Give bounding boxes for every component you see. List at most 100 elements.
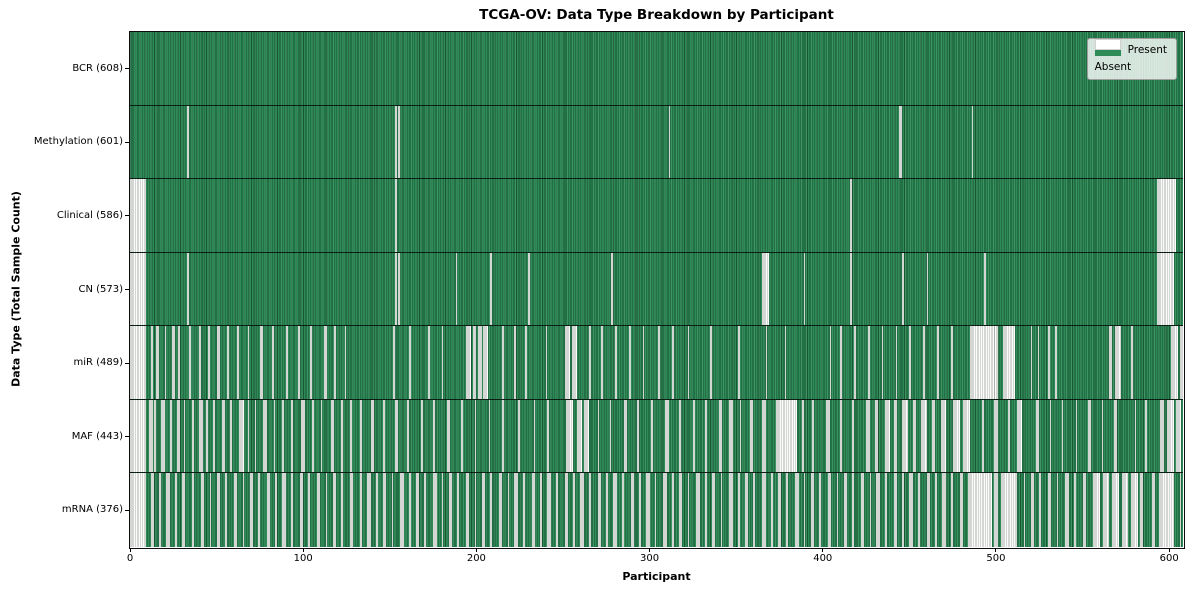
absent-segment: [931, 399, 936, 473]
absent-segment: [968, 473, 993, 547]
absent-segment: [498, 473, 503, 547]
absent-segment: [950, 326, 953, 399]
absent-segment: [517, 399, 520, 473]
absent-segment: [564, 473, 569, 547]
absent-segment: [308, 473, 311, 547]
heatmap-row-miR: [130, 326, 1183, 400]
absent-segment: [1122, 473, 1128, 547]
absent-segment: [382, 473, 387, 547]
absent-segment: [852, 399, 854, 473]
heatmap-row-BCR: [130, 32, 1183, 106]
absent-segment: [1047, 473, 1052, 547]
absent-segment: [130, 326, 146, 399]
absent-segment: [398, 252, 401, 326]
absent-segment: [1131, 473, 1138, 547]
absent-segment: [1061, 399, 1064, 473]
y-tick-label-Methylation: Methylation (601): [33, 136, 123, 148]
absent-segment: [230, 399, 233, 473]
absent-segment: [895, 326, 898, 399]
absent-segment: [490, 252, 492, 326]
absent-segment: [474, 399, 477, 473]
absent-segment: [1001, 473, 1017, 547]
absent-segment: [704, 399, 707, 473]
absent-swatch-icon: [1094, 39, 1121, 50]
absent-segment: [729, 399, 733, 473]
absent-segment: [898, 105, 903, 179]
y-tick-mark: [125, 68, 129, 70]
absent-segment: [994, 399, 998, 473]
y-tick-label-BCR: BCR (608): [72, 62, 123, 74]
absent-segment: [448, 473, 453, 547]
absent-segment: [247, 326, 250, 399]
absent-segment: [524, 326, 527, 399]
absent-segment: [360, 399, 363, 473]
absent-segment: [299, 473, 304, 547]
y-tick-mark: [125, 141, 129, 143]
absent-segment: [885, 473, 887, 547]
absent-segment: [272, 326, 274, 399]
absent-segment: [291, 399, 293, 473]
absent-segment: [465, 326, 472, 399]
absent-segment: [630, 473, 634, 547]
absent-segment: [869, 473, 872, 547]
legend-absent-label: Absent: [1094, 61, 1132, 73]
absent-segment: [183, 399, 186, 473]
absent-segment: [242, 473, 245, 547]
x-tick-label-100: 100: [293, 553, 313, 564]
x-tick-label-600: 600: [1159, 553, 1179, 564]
absent-segment: [297, 326, 300, 399]
absent-segment: [874, 399, 879, 473]
x-tick-mark: [129, 548, 131, 552]
absent-segment: [237, 326, 240, 399]
absent-segment: [1049, 399, 1052, 473]
absent-segment: [360, 473, 363, 547]
absent-segment: [258, 473, 260, 547]
absent-segment: [472, 326, 477, 399]
absent-segment: [533, 399, 536, 473]
absent-segment: [169, 399, 172, 473]
absent-segment: [188, 326, 191, 399]
absent-segment: [639, 473, 641, 547]
absent-segment: [415, 473, 420, 547]
absent-segment: [1002, 326, 1015, 399]
absent-segment: [523, 473, 525, 547]
absent-segment: [720, 473, 723, 547]
y-tick-mark: [125, 289, 129, 290]
legend-present-label: Present: [1127, 44, 1167, 56]
absent-segment: [852, 473, 854, 547]
absent-segment: [367, 473, 371, 547]
absent-segment: [588, 473, 591, 547]
absent-segment: [130, 473, 146, 547]
absent-segment: [254, 399, 257, 473]
absent-segment: [178, 326, 181, 399]
absent-segment: [460, 399, 463, 473]
absent-segment: [225, 473, 227, 547]
absent-segment: [199, 399, 203, 473]
absent-segment: [502, 326, 505, 399]
x-tick-mark: [995, 548, 997, 552]
absent-segment: [971, 105, 974, 179]
absent-segment: [744, 473, 749, 547]
absent-segment: [370, 399, 375, 473]
absent-segment: [937, 326, 939, 399]
absent-segment: [507, 473, 510, 547]
absent-segment: [547, 399, 550, 473]
absent-segment: [795, 473, 799, 547]
absent-segment: [187, 252, 189, 326]
absent-segment: [1073, 473, 1076, 547]
absent-segment: [1023, 473, 1026, 547]
absent-segment: [249, 473, 253, 547]
absent-segment: [566, 399, 574, 473]
legend: Present Absent: [1086, 38, 1177, 80]
legend-item-absent: Absent: [1094, 39, 1167, 74]
absent-segment: [876, 473, 880, 547]
x-tick-mark: [1168, 548, 1170, 552]
absent-segment: [597, 473, 602, 547]
absent-segment: [651, 399, 654, 473]
absent-segment: [672, 473, 674, 547]
absent-segment: [812, 399, 815, 473]
absent-segment: [325, 473, 328, 547]
absent-segment: [982, 399, 984, 473]
absent-segment: [441, 326, 444, 399]
absent-segment: [1103, 473, 1109, 547]
